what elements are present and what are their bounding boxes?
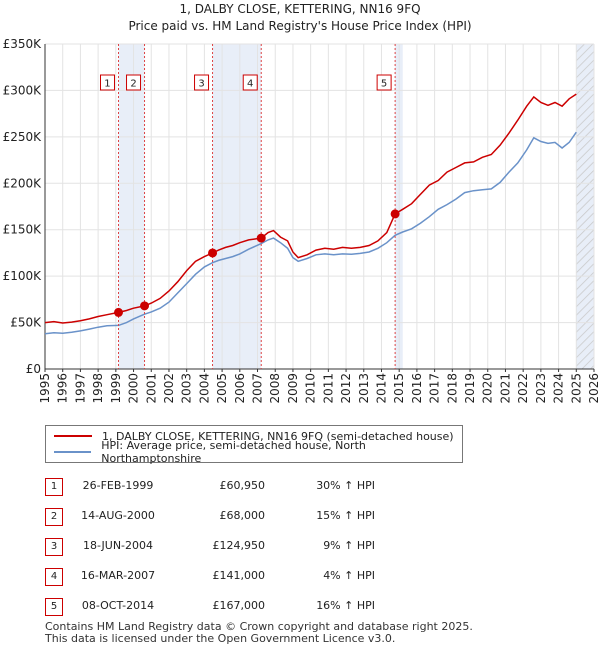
tx-number-badge: 4: [45, 568, 63, 586]
tx-hpi-change: 4% ↑ HPI: [323, 569, 375, 582]
price-chart: £0 £50K £100K £150K £200K £250K £300K £350K 1995…: [3, 37, 600, 404]
legend-label-property: 1, DALBY CLOSE, KETTERING, NN16 9FQ (sem…: [102, 429, 454, 443]
tx-date: 16-MAR-2007: [80, 569, 156, 582]
tx-hpi-change: 15% ↑ HPI: [316, 509, 375, 522]
transaction-label-box: [194, 74, 210, 91]
table-row: 5 08-OCT-2014 £167,000 16% ↑ HPI: [45, 593, 405, 623]
transaction-point: [140, 301, 150, 311]
x-tick-label: 2010: [304, 373, 318, 404]
x-tick-label: 1997: [73, 373, 87, 404]
x-tick-label: 2002: [162, 373, 176, 404]
x-tick-label: 2007: [251, 373, 265, 404]
x-tick-label: 2005: [215, 373, 229, 404]
transaction-label: 1: [104, 79, 110, 90]
table-row: 3 18-JUN-2004 £124,950 9% ↑ HPI: [45, 533, 405, 563]
transaction-point: [256, 233, 266, 243]
ownership-shade: [212, 44, 262, 369]
tx-number-badge: 3: [45, 538, 63, 556]
transaction-label: 4: [247, 79, 253, 90]
x-tick-label: 2008: [268, 373, 282, 404]
x-tick-label: 2016: [410, 373, 424, 404]
legend-label-hpi: HPI: Average price, semi-detached house,…: [101, 439, 366, 465]
y-tick-label: £200K: [3, 176, 43, 190]
table-row: 2 14-AUG-2000 £68,000 15% ↑ HPI: [45, 503, 405, 533]
y-tick-label: £250K: [3, 130, 43, 144]
x-tick-label: 2000: [127, 373, 141, 404]
y-tick-label: £300K: [3, 83, 43, 97]
tx-number-badge: 2: [45, 508, 63, 526]
transaction-label-box: [99, 74, 115, 91]
transaction-point: [113, 307, 123, 317]
tx-price: £60,950: [219, 479, 266, 492]
legend-item-hpi: HPI: Average price, semi-detached house,…: [54, 439, 462, 465]
tx-number-badge: 5: [45, 598, 63, 616]
chart-title: 1, DALBY CLOSE, KETTERING, NN16 9FQ: [179, 2, 421, 16]
table-row: 1 26-FEB-1999 £60,950 30% ↑ HPI: [45, 473, 405, 503]
x-tick-label: 2011: [321, 373, 335, 404]
tx-price: £68,000: [219, 509, 266, 522]
x-tick-label: 2021: [498, 373, 512, 404]
x-tick-label: 2009: [286, 373, 300, 404]
y-tick-label: £50K: [10, 316, 42, 330]
x-tick-label: 2015: [392, 373, 406, 404]
x-tick-label: 2022: [516, 373, 530, 404]
x-tick-label: 2001: [144, 373, 158, 404]
forecast-hatch: [576, 44, 594, 369]
tx-number-badge: 1: [45, 478, 63, 496]
legend-swatch-hpi: [54, 451, 92, 453]
tx-date: 26-FEB-1999: [82, 479, 154, 492]
ownership-shade: [118, 44, 145, 369]
legend-item-property: 1, DALBY CLOSE, KETTERING, NN16 9FQ (sem…: [54, 428, 454, 444]
tx-date: 14-AUG-2000: [81, 509, 155, 522]
footer-copyright: Contains HM Land Registry data © Crown c…: [45, 620, 473, 633]
x-tick-label: 2012: [339, 373, 353, 404]
x-tick-label: 2003: [180, 373, 194, 404]
x-tick-label: 2013: [357, 373, 371, 404]
x-tick-label: 2006: [233, 373, 247, 404]
x-tick-label: 1998: [91, 373, 105, 404]
x-tick-label: 2014: [374, 373, 388, 404]
table-row: 4 16-MAR-2007 £141,000 4% ↑ HPI: [45, 563, 405, 593]
x-tick-label: 2026: [587, 373, 600, 404]
series-line-hpi: [44, 131, 577, 335]
y-tick-label: £100K: [3, 269, 43, 283]
x-tick-label: 1999: [109, 373, 123, 404]
transaction-point: [390, 209, 400, 219]
x-tick-label: 2017: [428, 373, 442, 404]
transaction-label-box: [242, 74, 258, 91]
tx-price: £167,000: [212, 599, 266, 612]
transaction-label-box: [376, 74, 392, 91]
x-tick-label: 2024: [552, 373, 566, 404]
x-tick-label: 2018: [445, 373, 459, 404]
x-tick-label: 1996: [56, 373, 70, 404]
tx-hpi-change: 9% ↑ HPI: [323, 539, 375, 552]
y-tick-label: £350K: [3, 37, 43, 51]
tx-hpi-change: 30% ↑ HPI: [316, 479, 375, 492]
x-tick-label: 2020: [481, 373, 495, 404]
x-tick-label: 2025: [569, 373, 583, 404]
chart-subtitle: Price paid vs. HM Land Registry's House …: [128, 19, 472, 33]
transaction-label-box: [126, 74, 142, 91]
x-tick-label: 2004: [197, 373, 211, 404]
tx-date: 08-OCT-2014: [81, 599, 155, 612]
transactions-table: 1 26-FEB-1999 £60,950 30% ↑ HPI 2 14-AUG…: [45, 473, 405, 623]
legend-swatch-property: [54, 435, 92, 437]
footer-licence: This data is licensed under the Open Gov…: [45, 632, 396, 645]
tx-price: £141,000: [212, 569, 266, 582]
y-tick-label: £150K: [3, 223, 43, 237]
legend: 1, DALBY CLOSE, KETTERING, NN16 9FQ (sem…: [45, 425, 463, 465]
tx-hpi-change: 16% ↑ HPI: [316, 599, 375, 612]
transaction-point: [208, 248, 218, 258]
x-tick-label: 2023: [534, 373, 548, 404]
transaction-label: 2: [130, 79, 136, 90]
transaction-label: 5: [381, 79, 387, 90]
tx-date: 18-JUN-2004: [82, 539, 154, 552]
y-tick-label: £0: [26, 362, 41, 376]
transaction-label: 3: [198, 79, 204, 90]
x-tick-label: 1995: [38, 373, 52, 404]
x-tick-label: 2019: [463, 373, 477, 404]
tx-price: £124,950: [212, 539, 266, 552]
